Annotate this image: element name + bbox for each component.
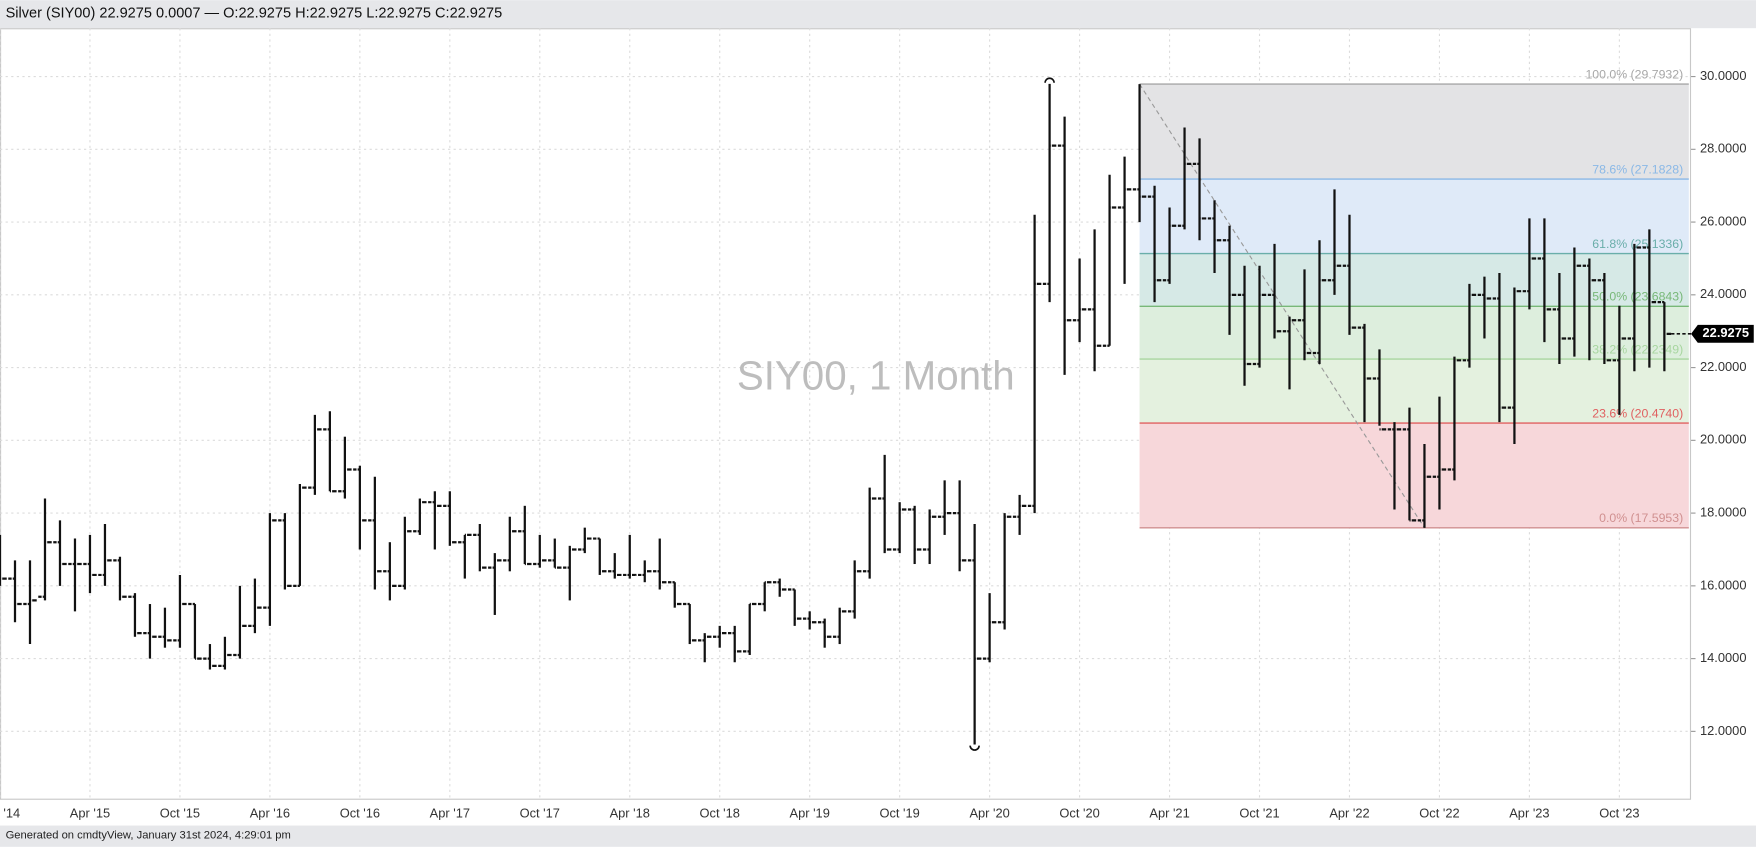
y-tick-label: 26.0000 [1700,213,1746,228]
x-tick-label: Apr '15 [70,806,110,821]
x-tick-label: Oct '20 [1059,806,1099,821]
fib-label: 78.6% (27.1828) [1592,162,1683,176]
x-tick-label: Oct '22 [1419,806,1459,821]
x-tick-label: Apr '20 [969,806,1009,821]
x-tick-label: Oct '19 [879,806,919,821]
fib-zone [1139,84,1689,180]
y-tick-label: 18.0000 [1700,505,1746,520]
y-tick-label: 14.0000 [1700,650,1746,665]
fib-zone [1139,253,1689,307]
x-tick-label: Apr '18 [610,806,650,821]
y-tick-label: 20.0000 [1700,432,1746,447]
x-tick-label: Apr '23 [1509,806,1549,821]
fib-zone [1139,179,1689,254]
header-text: Silver (SIY00) 22.9275 0.0007 — O:22.927… [6,5,503,21]
fib-label: 50.0% (23.6843) [1592,290,1683,304]
header-bar [0,0,1756,29]
last-price-box [1691,324,1754,343]
fib-label: 38.2% (22.2349) [1592,342,1683,356]
fib-label: 23.6% (20.4740) [1592,406,1683,420]
x-tick-label: Apr '21 [1149,806,1189,821]
x-tick-label: Apr '16 [250,806,290,821]
y-tick-label: 12.0000 [1700,723,1746,738]
x-tick-label: Oct '15 [160,806,200,821]
last-price-label: 22.9275 [1703,325,1749,340]
x-tick-label: Oct '14 [0,806,20,821]
x-tick-label: Oct '23 [1599,806,1639,821]
x-tick-label: Oct '16 [340,806,380,821]
x-tick-label: Apr '19 [790,806,830,821]
plot-frame [0,28,1692,800]
x-tick-label: Oct '21 [1239,806,1279,821]
watermark: SIY00, 1 Month [737,353,1015,398]
fib-zone [1139,423,1689,528]
fib-zone [1139,306,1689,360]
footer-text: Generated on cmdtyView, January 31st 202… [6,830,291,842]
fib-label: 61.8% (25.1336) [1592,237,1683,251]
y-tick-label: 22.0000 [1700,359,1746,374]
fib-zone [1139,359,1689,424]
y-tick-label: 24.0000 [1700,286,1746,301]
low-marker [969,745,980,751]
y-tick-label: 16.0000 [1700,577,1746,592]
y-tick-label: 28.0000 [1700,141,1746,156]
x-tick-label: Oct '17 [520,806,560,821]
x-tick-label: Apr '17 [430,806,470,821]
x-tick-label: Oct '18 [700,806,740,821]
fib-label: 0.0% (17.5953) [1599,511,1683,525]
x-tick-label: Apr '22 [1329,806,1369,821]
axes: 12.0000 14.0000 16.0000 18.0000 20.0000 22.00… [0,68,1754,821]
y-tick-label: 30.0000 [1700,68,1746,83]
fib-trend-line [1139,83,1425,529]
high-marker [1044,77,1055,83]
fib-label: 100.0% (29.7932) [1585,67,1683,81]
footer-bar [0,825,1756,847]
plot-area: SIY00, 1 Month 100.0% (29.7932) 78.6% (27… [0,28,1692,799]
